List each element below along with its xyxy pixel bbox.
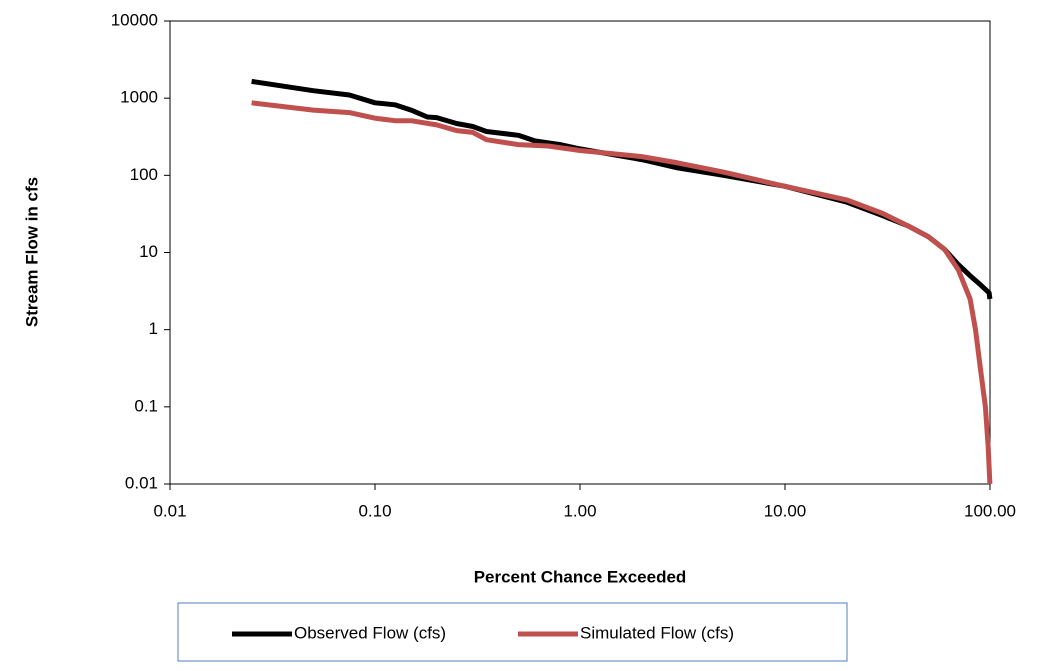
y-tick-label: 100 <box>130 165 158 184</box>
plot-area <box>169 20 991 485</box>
series-line <box>251 100 993 485</box>
y-tick-label: 1 <box>149 319 158 338</box>
x-tick-label: 1.00 <box>563 501 596 520</box>
y-axis-title: Stream Flow in cfs <box>22 177 41 327</box>
y-tick-label: 0.1 <box>134 396 158 415</box>
y-tick-label: 10 <box>139 242 158 261</box>
x-tick-label: 0.10 <box>358 501 391 520</box>
x-tick-label: 100.00 <box>964 501 1016 520</box>
y-tick-label: 10000 <box>111 10 158 29</box>
x-axis-title: Percent Chance Exceeded <box>474 567 687 586</box>
legend-label: Simulated Flow (cfs) <box>580 623 734 642</box>
x-tick-label: 10.00 <box>764 501 807 520</box>
legend-label: Observed Flow (cfs) <box>294 623 446 642</box>
y-tick-label: 1000 <box>120 88 158 107</box>
x-tick-label: 0.01 <box>153 501 186 520</box>
y-tick-label: 0.01 <box>125 473 158 492</box>
